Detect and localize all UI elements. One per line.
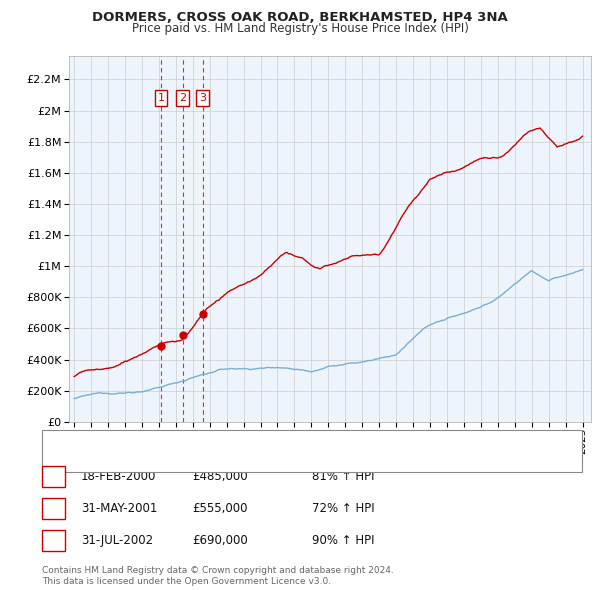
Text: 31-MAY-2001: 31-MAY-2001 [81, 502, 157, 515]
Text: 90% ↑ HPI: 90% ↑ HPI [312, 534, 374, 547]
Text: DORMERS, CROSS OAK ROAD, BERKHAMSTED, HP4 3NA (detached house): DORMERS, CROSS OAK ROAD, BERKHAMSTED, HP… [81, 435, 467, 445]
Text: Price paid vs. HM Land Registry's House Price Index (HPI): Price paid vs. HM Land Registry's House … [131, 22, 469, 35]
Text: 72% ↑ HPI: 72% ↑ HPI [312, 502, 374, 515]
Text: ——: —— [51, 455, 76, 468]
Text: 1: 1 [157, 93, 164, 103]
Text: 1: 1 [50, 470, 57, 483]
Text: ——: —— [51, 434, 76, 447]
Text: 3: 3 [50, 534, 57, 547]
Text: DORMERS, CROSS OAK ROAD, BERKHAMSTED, HP4 3NA: DORMERS, CROSS OAK ROAD, BERKHAMSTED, HP… [92, 11, 508, 24]
Text: HPI: Average price, detached house, Dacorum: HPI: Average price, detached house, Daco… [81, 457, 322, 466]
Text: £690,000: £690,000 [192, 534, 248, 547]
Text: Contains HM Land Registry data © Crown copyright and database right 2024.: Contains HM Land Registry data © Crown c… [42, 566, 394, 575]
Text: £555,000: £555,000 [192, 502, 248, 515]
Text: 18-FEB-2000: 18-FEB-2000 [81, 470, 157, 483]
Text: £485,000: £485,000 [192, 470, 248, 483]
Text: 2: 2 [179, 93, 186, 103]
Text: 81% ↑ HPI: 81% ↑ HPI [312, 470, 374, 483]
Text: 31-JUL-2002: 31-JUL-2002 [81, 534, 153, 547]
Text: 2: 2 [50, 502, 57, 515]
Text: 3: 3 [199, 93, 206, 103]
Text: This data is licensed under the Open Government Licence v3.0.: This data is licensed under the Open Gov… [42, 577, 331, 586]
